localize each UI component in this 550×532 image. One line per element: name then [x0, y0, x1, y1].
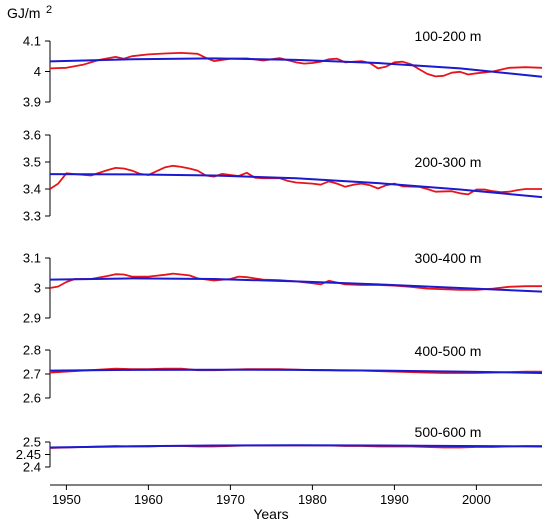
x-axis: 1950 1960 1970 1980 1990 2000 [50, 484, 542, 507]
x-tick-label: 1970 [216, 492, 245, 507]
y-tick-label: 2.5 [23, 435, 41, 450]
panel-1: 3.9 4 4.1 100-200 m [23, 28, 543, 110]
y-axis-title-superscript: 2 [46, 4, 52, 16]
observed-line [49, 52, 543, 78]
panel-label: 200-300 m [415, 154, 482, 170]
panels: 3.9 4 4.1 100-200 m 3.3 3.4 3.5 3.6 200-300 m 2.9… [16, 28, 543, 475]
y-tick-label: 2.9 [23, 311, 41, 326]
panel-2: 3.3 3.4 3.5 3.6 200-300 m [23, 128, 543, 224]
x-tick-label: 2000 [462, 492, 491, 507]
y-tick-label: 3.5 [23, 155, 41, 170]
panel-label: 300-400 m [415, 250, 482, 266]
y-tick-label: 4.1 [23, 34, 41, 49]
observed-line [49, 164, 542, 196]
y-tick-label: 4 [34, 64, 41, 79]
y-tick-label: 3.9 [23, 95, 41, 110]
panel-label: 400-500 m [415, 343, 482, 359]
y-tick-label: 3.1 [23, 251, 41, 266]
x-axis-title: Years [253, 506, 288, 522]
y-tick-label: 3.3 [23, 209, 41, 224]
trend-line [49, 57, 543, 78]
y-tick-label: 3.6 [23, 128, 41, 143]
x-tick-label: 1950 [52, 492, 81, 507]
y-tick-label: 3 [34, 281, 41, 296]
panel-label: 500-600 m [415, 424, 482, 440]
y-tick-label: 2.45 [16, 447, 41, 462]
y-tick-label: 2.8 [23, 343, 41, 358]
panel-label: 100-200 m [415, 28, 482, 44]
panel-3: 2.9 3 3.1 300-400 m [23, 250, 543, 326]
panel-5: 2.42.452.5 500-600 m [16, 424, 543, 475]
y-axis-title: GJ/m 2 [7, 4, 52, 21]
x-tick-label: 1980 [298, 492, 327, 507]
y-tick-label: 2.7 [23, 367, 41, 382]
panel-4: 2.6 2.7 2.8 400-500 m [23, 343, 543, 406]
trend-line [49, 368, 543, 374]
trend-line [49, 173, 543, 199]
trend-line [49, 444, 543, 449]
y-tick-label: 2.6 [23, 391, 41, 406]
y-tick-label: 2.4 [23, 460, 41, 475]
y-tick-label: 3.4 [23, 182, 41, 197]
x-tick-label: 1990 [380, 492, 409, 507]
x-tick-label: 1960 [134, 492, 163, 507]
y-axis-title-text: GJ/m [7, 5, 40, 21]
trend-line [49, 277, 543, 293]
